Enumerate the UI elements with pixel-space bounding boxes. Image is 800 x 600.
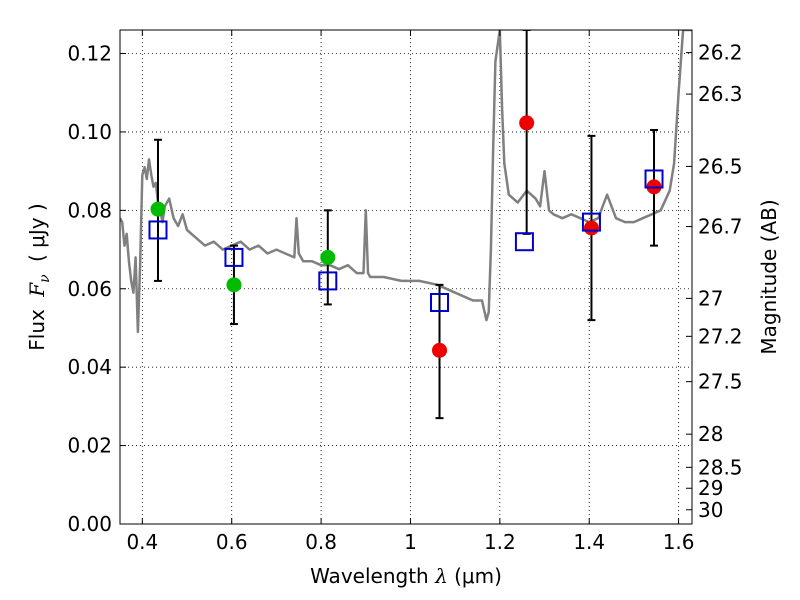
x-axis-label-symbol: λ — [434, 564, 448, 588]
y2-tick-label: 28 — [698, 422, 723, 446]
model-point — [318, 271, 338, 291]
model-point — [644, 169, 664, 189]
x-axis-label-unit: (μm) — [454, 564, 502, 588]
model-point — [148, 220, 168, 240]
y2-tick-label: 26.5 — [698, 154, 743, 178]
y2-tick-label: 26.7 — [698, 215, 743, 239]
x-axis-label: Wavelength λ (μm) — [310, 564, 502, 588]
x-tick-label: 1.2 — [484, 530, 516, 554]
plot-background — [120, 30, 692, 524]
x-tick-label: 1.4 — [573, 530, 605, 554]
x-tick-label: 1 — [404, 530, 417, 554]
x-tick-label: 0.6 — [216, 530, 248, 554]
y-tick-label: 0.06 — [67, 277, 112, 301]
y-axis-label-text: Flux — [25, 309, 49, 351]
y-axis-label-symbol: F — [25, 282, 49, 298]
y-tick-label: 0.04 — [67, 355, 112, 379]
model-point — [430, 292, 450, 312]
y2-axis-label: Magnitude (AB) — [757, 199, 781, 354]
y2-tick-label: 27.2 — [698, 324, 743, 348]
x-tick-label: 0.8 — [305, 530, 337, 554]
observed-point — [226, 277, 242, 293]
observed-point — [150, 201, 166, 217]
x-tick-label: 0.4 — [126, 530, 158, 554]
y2-tick-label: 29 — [698, 476, 723, 500]
observed-point — [583, 220, 599, 236]
y2-tick-label: 27 — [698, 286, 723, 310]
y-tick-label: 0.10 — [67, 120, 112, 144]
x-axis-label-text: Wavelength — [310, 564, 429, 588]
x-tick-label: 1.6 — [663, 530, 695, 554]
y-tick-label: 0.08 — [67, 198, 112, 222]
observed-point — [519, 115, 535, 131]
data-area — [120, 30, 692, 420]
spectrum-line — [120, 30, 692, 334]
observed-point — [320, 249, 336, 265]
y2-tick-label: 26.3 — [698, 82, 743, 106]
y2-tick-label: 30 — [698, 498, 723, 522]
y2-tick-label: 26.2 — [698, 41, 743, 65]
y-tick-label: 0.02 — [67, 434, 112, 458]
model-point — [514, 232, 534, 252]
y2-tick-label: 28.5 — [698, 455, 743, 479]
y-axis-label: Flux Fν ( μJy ) — [25, 203, 54, 350]
y2-tick-label: 27.5 — [698, 370, 743, 394]
y-axis-label-unit: ( μJy ) — [25, 203, 49, 262]
plot-frame — [119, 29, 693, 525]
observed-point — [432, 342, 448, 358]
y-tick-label: 0.00 — [67, 512, 112, 536]
y-tick-label: 0.12 — [67, 42, 112, 66]
y-axis-label-subscript: ν — [37, 274, 53, 283]
model-point — [581, 212, 601, 232]
ticks: 0.4 0.6 0.8 1 1.2 1.4 1.6 0.00 0.02 0.04 0.06 0.08 0… — [67, 30, 743, 554]
model-point — [224, 247, 244, 267]
